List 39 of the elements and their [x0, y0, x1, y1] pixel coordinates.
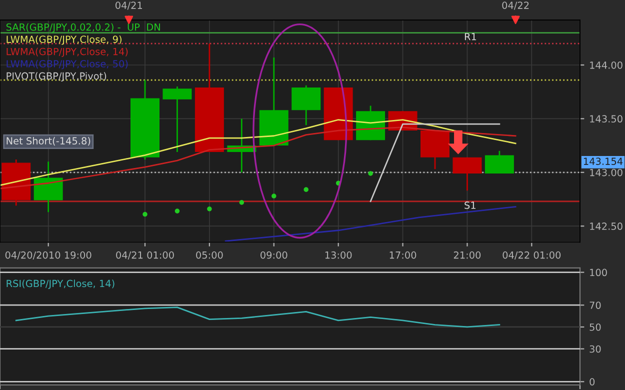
text: LWMA(GBP/JPY,Close, 14)	[6, 48, 128, 58]
y-tick-label: 100	[590, 268, 607, 276]
point	[304, 187, 309, 192]
ref-line-label: S1	[464, 202, 476, 209]
y-tick-label: 50	[590, 323, 601, 331]
x-tick-label: 09:00	[260, 251, 288, 259]
point	[207, 206, 212, 212]
x-tick-label: 17:00	[390, 251, 416, 259]
y-tick-label: 142.50	[590, 222, 622, 230]
line-series	[0, 119, 516, 186]
x-tick-label: 13:00	[325, 251, 352, 259]
text: LWMA(GBP/JPY,Close, 9)	[6, 35, 122, 45]
y-tick-label: 0	[590, 378, 595, 386]
x2-tick-label: 04/21	[116, 2, 142, 10]
y-tick-label: 70	[590, 302, 601, 309]
point	[239, 200, 244, 205]
x-tick-label: 04/20/2010 19:00	[5, 251, 92, 260]
y-tick-label: 30	[590, 345, 601, 353]
x-tick-label: 04/22 01:00	[502, 251, 561, 260]
x-tick-label: 21:00	[454, 251, 481, 259]
line-series	[15, 306, 500, 328]
annotation: PIVOT(GBP/JPY,Pivot)	[6, 72, 106, 82]
ref-line-label: R1	[464, 33, 476, 40]
x-tick-label: 05:00	[196, 251, 223, 259]
text: RSI(GBP/JPY,Close, 14)	[6, 280, 114, 289]
text: 143.154	[584, 158, 623, 165]
point	[142, 212, 148, 217]
point	[271, 194, 276, 198]
text: SAR(GBP/JPY,0.02,0.2) - UP DN	[6, 23, 160, 33]
point	[174, 208, 180, 214]
x2-tick-label: 04/22	[502, 2, 529, 10]
annotation: Net Short(-145.8)	[6, 136, 90, 146]
text: LWMA(GBP/JPY,Close, 50)	[6, 60, 128, 70]
y-tick-label: 143.50	[590, 115, 622, 123]
line-series	[0, 126, 516, 190]
point	[368, 171, 373, 176]
y-tick-label: 144.00	[590, 61, 622, 69]
y-tick-label: 143.00	[590, 168, 622, 176]
x-tick-label: 04/21 01:00	[116, 251, 174, 260]
